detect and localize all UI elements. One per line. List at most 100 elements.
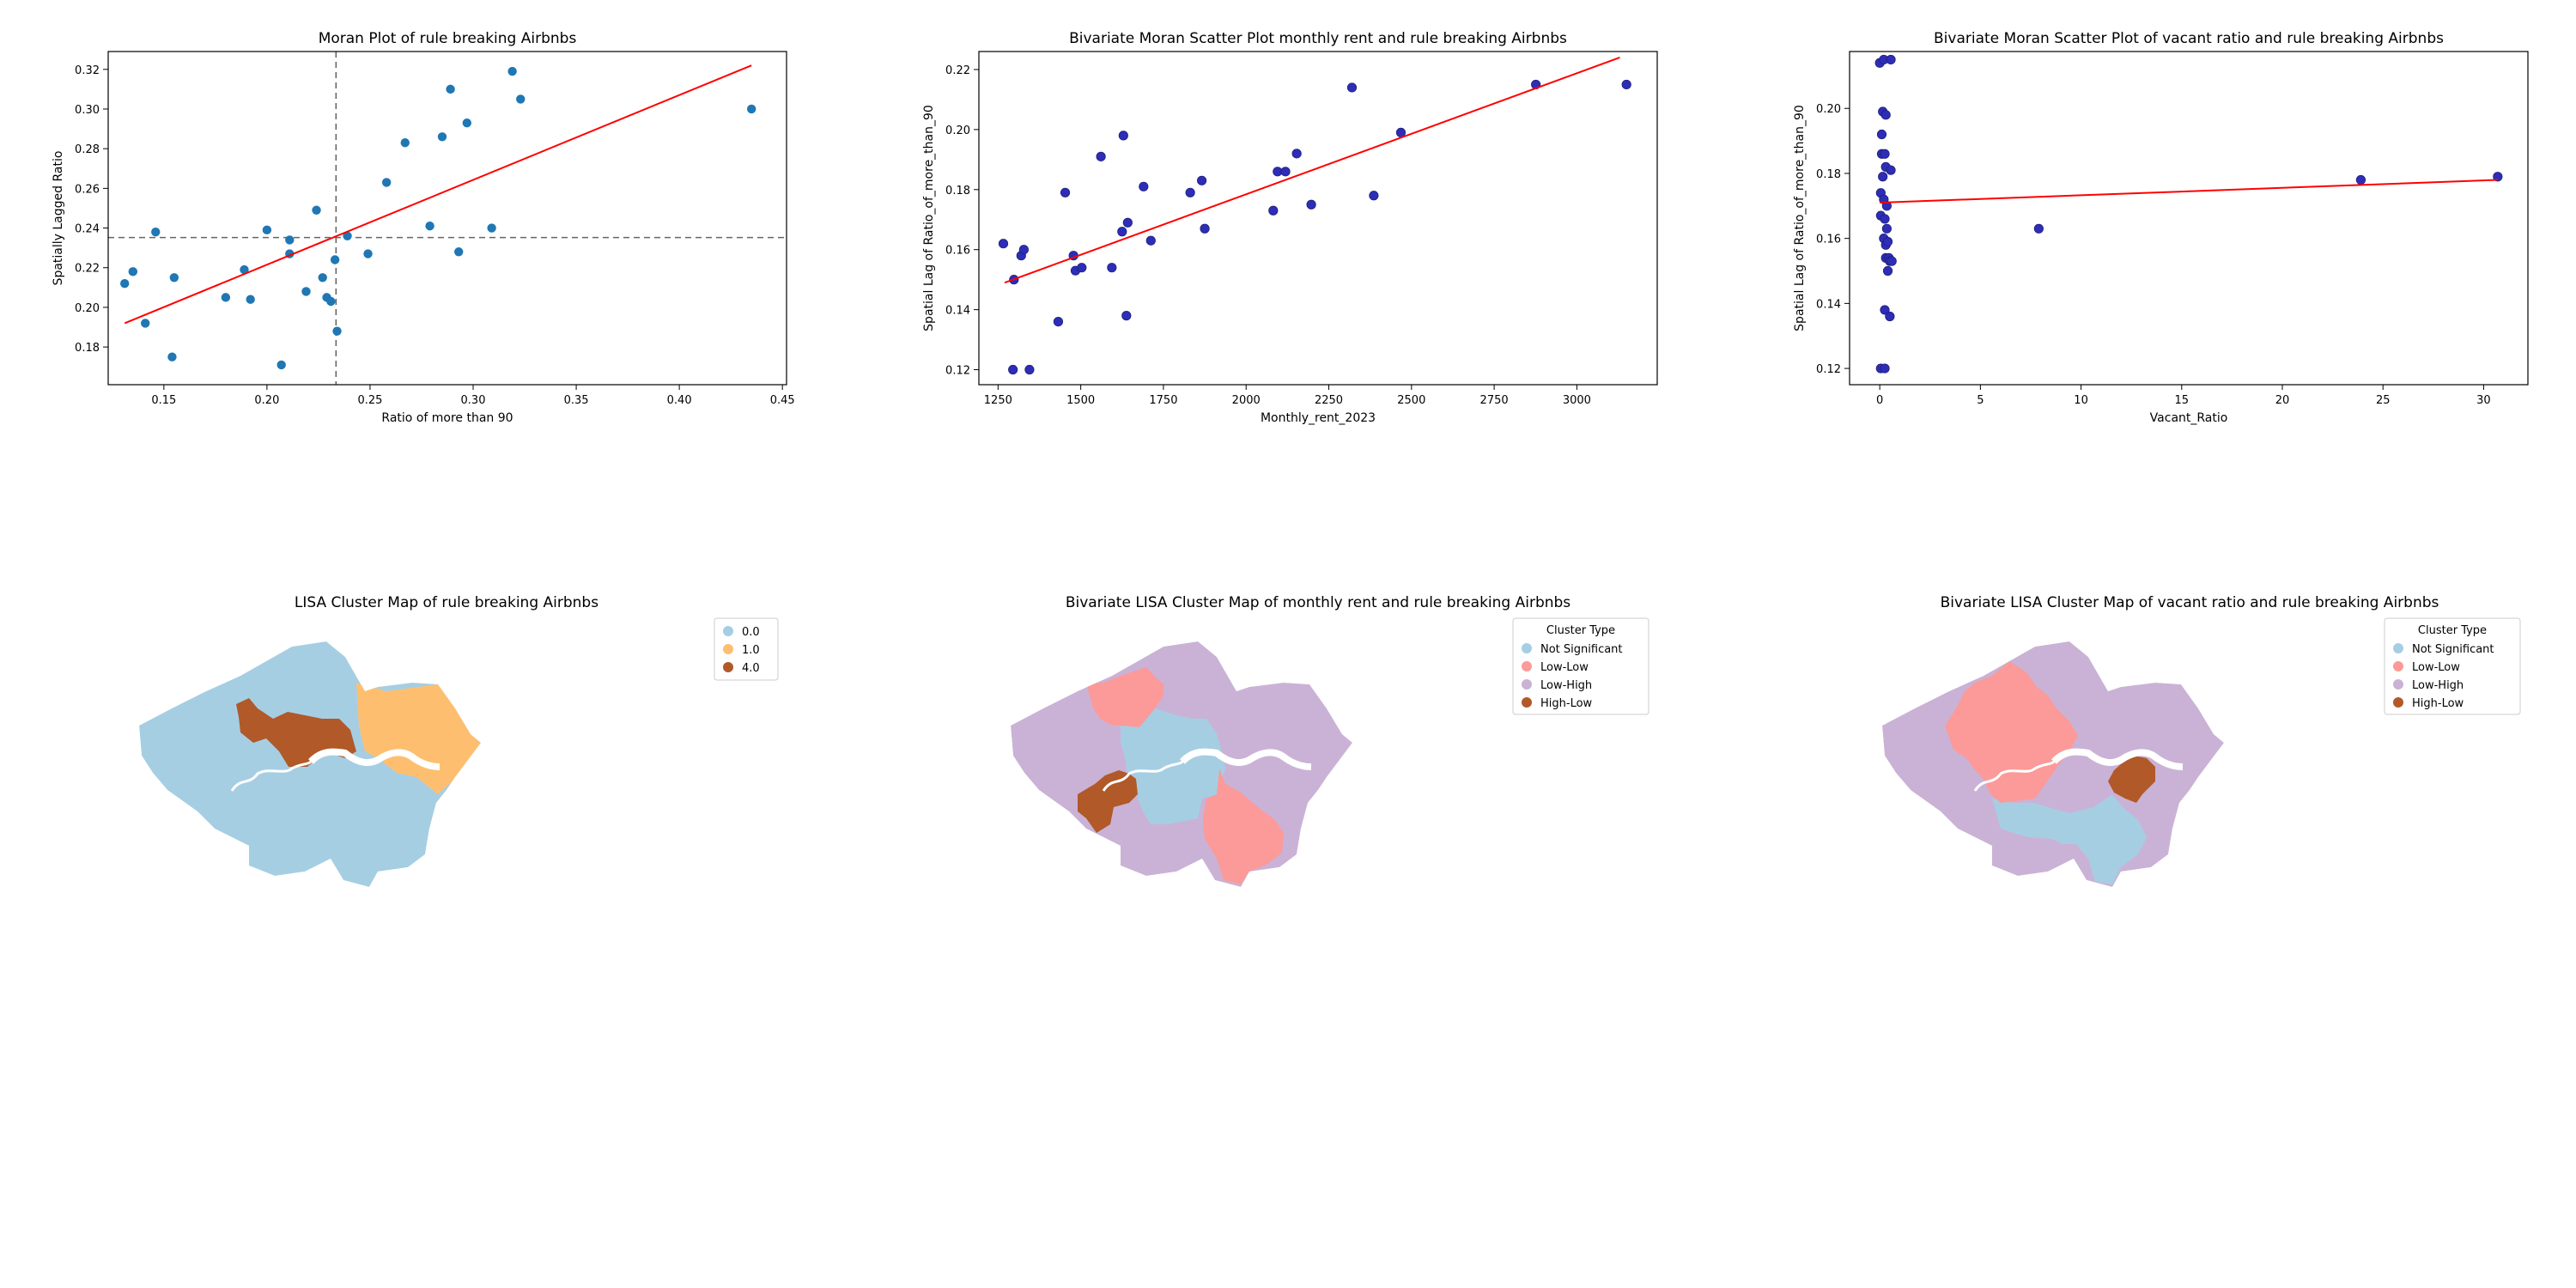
y-tick-label: 0.16	[945, 245, 970, 258]
legend-label-0: 0.0	[742, 626, 760, 639]
scatter-point	[1886, 256, 1897, 266]
x-tick-label: 0.40	[667, 394, 692, 407]
scatter-point	[1880, 305, 1890, 315]
scatter-point	[1369, 191, 1379, 201]
scatter-point	[1621, 79, 1631, 90]
scatter-point	[221, 293, 231, 302]
legend-box	[2384, 617, 2521, 715]
scatter-point	[1886, 165, 1896, 175]
y-tick-label: 0.32	[75, 64, 100, 77]
legend-label-1: Low-Low	[2412, 661, 2460, 674]
legend-label-2: 4.0	[742, 662, 760, 675]
rent-lisa-legend: Cluster Type Not Significant Low-Low Low…	[1512, 617, 1649, 715]
regression-line	[1004, 57, 1620, 284]
low-low-region-north	[1086, 667, 1163, 727]
rent-scatter-title: Bivariate Moran Scatter Plot monthly ren…	[1069, 30, 1567, 47]
legend-swatch-0	[1522, 643, 1532, 653]
rent-scatter-area: 1250 1500 1750 2000 2250 2500 2750 3000 0.12 0.14…	[945, 57, 1631, 407]
scatter-point	[1018, 245, 1029, 255]
moran-plot-xlabel: Ratio of more than 90	[381, 411, 513, 425]
vacant-scatter-area: 0 5 10 15 20 25 30 0.12 0.14 0.16 0.18 0.20	[1816, 54, 2503, 407]
thames-river	[2051, 748, 2184, 770]
not-significant-region	[1992, 794, 2147, 884]
scatter-point	[1060, 187, 1071, 197]
scatter-point	[285, 235, 295, 245]
y-tick-label: 0.14	[945, 305, 970, 318]
moran-plot-frame	[107, 51, 787, 386]
scatter-point	[446, 84, 455, 94]
high-low-region	[1078, 770, 1138, 833]
y-tick-label: 0.24	[75, 223, 100, 236]
scatter-point	[1880, 363, 1890, 374]
x-tick-label: 30	[2476, 394, 2491, 407]
scatter-point	[1024, 364, 1035, 375]
legend-swatch-1	[1522, 661, 1532, 671]
legend-swatch-1	[2393, 661, 2403, 671]
rent-lisa-map-panel: Bivariate LISA Cluster Map of monthly re…	[1011, 594, 1649, 887]
scatter-point	[1121, 311, 1132, 321]
legend-swatch-3	[1522, 697, 1532, 708]
x-tick-label: 2750	[1480, 394, 1509, 407]
y-tick-label: 0.22	[945, 64, 970, 77]
moran-plot-area: 0.15 0.20 0.25 0.30 0.35 0.40 0.45 0.18 0.20 0.22…	[75, 52, 795, 407]
x-tick-label: 10	[2074, 394, 2088, 407]
vacant-lisa-map	[1882, 641, 2224, 887]
scatter-point	[487, 223, 496, 233]
x-tick-label: 0.35	[564, 394, 589, 407]
scatter-point	[141, 319, 150, 328]
scatter-point	[1008, 364, 1018, 375]
scatter-point	[1881, 201, 1892, 211]
scatter-point	[332, 326, 342, 336]
scatter-point	[169, 273, 179, 283]
y-tick-label: 0.18	[1816, 168, 1841, 181]
scatter-point	[2355, 174, 2366, 185]
vacant-scatter-frame	[1849, 51, 2529, 386]
legend-label-3: High-Low	[2412, 697, 2464, 710]
x-tick-label: 2250	[1315, 394, 1343, 407]
y-tick-label: 0.20	[75, 302, 100, 315]
scatter-point	[1107, 263, 1117, 273]
scatter-point	[1185, 187, 1195, 197]
scatter-point	[1053, 316, 1064, 327]
vacant-scatter-plot: Bivariate Moran Scatter Plot of vacant r…	[1793, 30, 2529, 425]
x-tick-label: 1750	[1149, 394, 1177, 407]
scatter-point	[1882, 265, 1893, 276]
scatter-point	[1200, 223, 1210, 234]
scatter-point	[1346, 82, 1358, 93]
moran-plot: Moran Plot of rule breaking Airbnbs 0.15…	[52, 30, 795, 425]
legend-box	[1512, 617, 1649, 715]
thames-river-west	[1102, 760, 1184, 792]
y-tick-label: 0.20	[945, 125, 970, 137]
y-tick-label: 0.14	[1816, 298, 1841, 311]
scatter-point	[363, 249, 373, 258]
rent-lisa-map	[1011, 641, 1352, 887]
legend-label-2: Low-High	[1540, 679, 1592, 692]
scatter-point	[400, 138, 410, 148]
rent-scatter-frame	[978, 51, 1658, 386]
scatter-point	[326, 296, 336, 307]
legend-title: Cluster Type	[1546, 624, 1615, 637]
y-tick-label: 0.18	[945, 185, 970, 197]
x-tick-label: 5	[1977, 394, 1984, 407]
x-tick-label: 1500	[1066, 394, 1095, 407]
scatter-point	[1880, 214, 1890, 224]
scatter-point	[1882, 236, 1893, 247]
not-significant-region	[1121, 708, 1225, 824]
scatter-point	[1885, 311, 1895, 322]
scatter-point	[120, 279, 130, 289]
scatter-point	[1122, 217, 1133, 228]
scatter-point	[381, 178, 392, 187]
thames-river-west	[1973, 760, 2056, 792]
lisa-map-panel: LISA Cluster Map of rule breaking Airbnb…	[139, 594, 779, 887]
x-tick-label: 3000	[1563, 394, 1591, 407]
scatter-point	[318, 273, 327, 283]
scatter-point	[1096, 151, 1106, 161]
thames-river-west	[230, 760, 313, 792]
scatter-point	[1878, 172, 1888, 182]
legend-swatch-1	[723, 644, 733, 654]
scatter-point	[1880, 110, 1891, 120]
scatter-point	[1145, 235, 1156, 246]
x-tick-label: 2500	[1397, 394, 1425, 407]
moran-plot-ylabel: Spatially Lagged Ratio	[52, 151, 65, 286]
